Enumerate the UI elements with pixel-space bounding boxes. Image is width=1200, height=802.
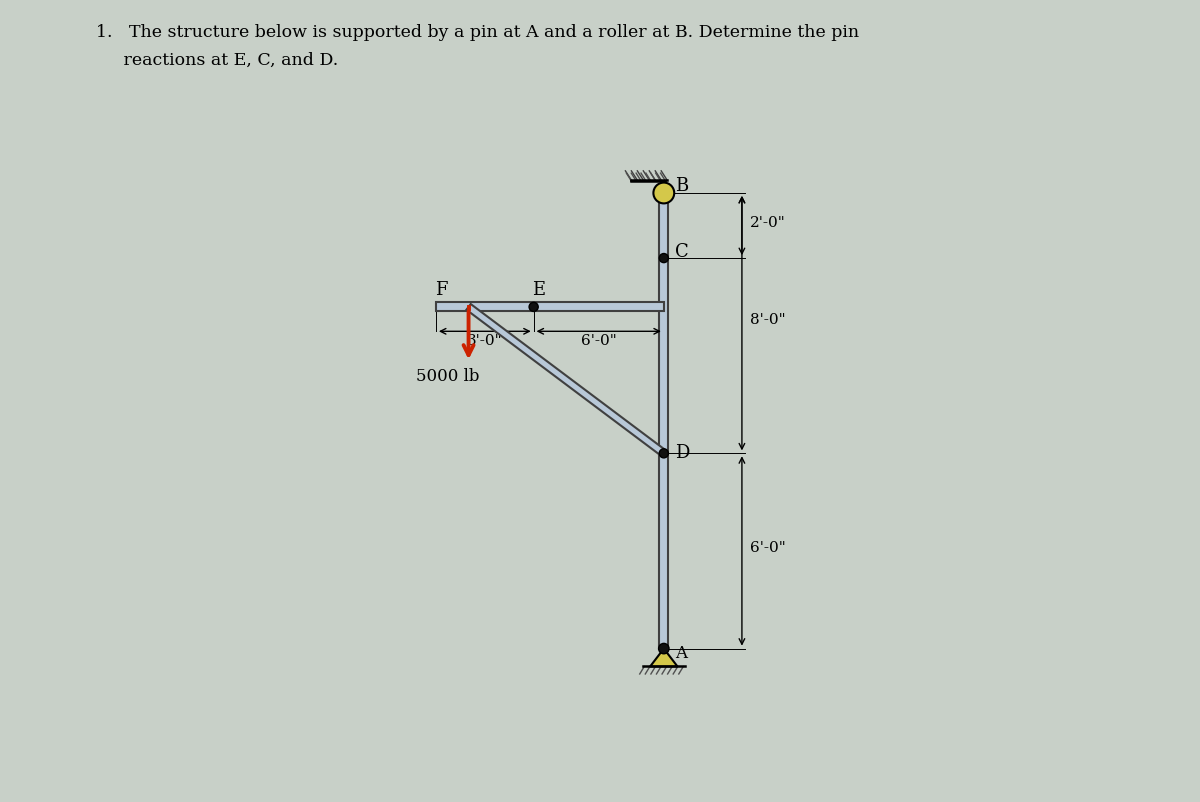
Circle shape <box>529 303 538 312</box>
Text: 8'-0": 8'-0" <box>750 313 786 326</box>
Text: 3'-0": 3'-0" <box>467 334 503 347</box>
Circle shape <box>659 449 668 458</box>
Circle shape <box>659 643 670 654</box>
Bar <box>659 194 668 649</box>
Text: 6'-0": 6'-0" <box>750 541 786 554</box>
Text: 1.   The structure below is supported by a pin at A and a roller at B. Determine: 1. The structure below is supported by a… <box>96 24 859 41</box>
Text: 6'-0": 6'-0" <box>581 334 617 347</box>
Polygon shape <box>650 649 678 666</box>
Polygon shape <box>467 305 666 456</box>
Text: F: F <box>434 281 448 298</box>
Text: E: E <box>532 281 545 298</box>
Text: D: D <box>676 443 690 461</box>
Text: 5000 lb: 5000 lb <box>415 367 479 385</box>
Text: reactions at E, C, and D.: reactions at E, C, and D. <box>96 52 338 69</box>
Bar <box>436 303 664 312</box>
Circle shape <box>659 254 668 263</box>
Circle shape <box>654 184 674 205</box>
Text: C: C <box>676 243 689 261</box>
Text: A: A <box>676 644 688 661</box>
Text: 2'-0": 2'-0" <box>750 215 786 229</box>
Text: B: B <box>676 176 689 195</box>
